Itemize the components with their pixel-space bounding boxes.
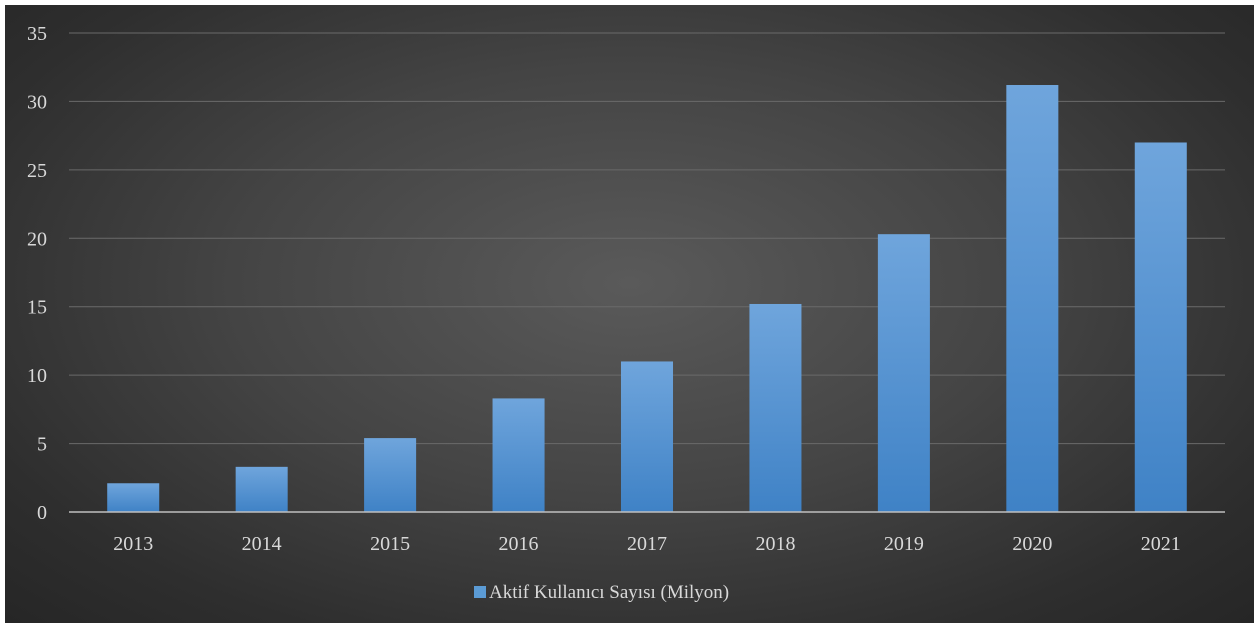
bar-2019 (877, 234, 930, 512)
y-tick-label: 10 (27, 365, 47, 387)
x-tick-label: 2017 (627, 533, 667, 555)
bars (107, 85, 1187, 513)
x-tick-label: 2014 (242, 533, 282, 555)
x-tick-label: 2021 (1141, 533, 1181, 555)
legend: Aktif Kullanıcı Sayısı (Milyon) (474, 582, 729, 603)
x-tick-label: 2020 (1012, 533, 1052, 555)
legend-swatch (474, 586, 486, 598)
bar-2017 (620, 361, 674, 512)
y-tick-label: 0 (37, 502, 47, 524)
y-tick-label: 20 (27, 228, 47, 250)
bar-2016 (492, 398, 545, 512)
legend-label: Aktif Kullanıcı Sayısı (Milyon) (489, 582, 729, 603)
x-tick-label: 2019 (884, 533, 924, 555)
bar-2013 (107, 483, 160, 512)
bar-2014 (235, 466, 288, 512)
y-tick-labels: 0 5 10 15 20 25 30 35 (27, 23, 47, 524)
y-tick-label: 25 (27, 160, 47, 182)
bar-2018 (749, 303, 802, 512)
y-tick-label: 15 (27, 297, 47, 319)
x-tick-label: 2013 (113, 533, 153, 555)
bar-2020 (1006, 85, 1059, 513)
chart-frame: 0 5 10 15 20 25 30 35 2013 2014 2015 2016 2017 2018 2… (5, 5, 1254, 623)
x-tick-label: 2018 (755, 533, 795, 555)
bar-2021 (1134, 142, 1187, 512)
x-tick-label: 2016 (499, 533, 539, 555)
x-tick-labels: 2013 2014 2015 2016 2017 2018 2019 2020 2021 (113, 533, 1181, 555)
x-tick-label: 2015 (370, 533, 410, 555)
y-tick-label: 35 (27, 23, 47, 45)
bar-2015 (364, 438, 417, 512)
y-tick-label: 5 (37, 434, 47, 456)
y-tick-label: 30 (27, 91, 47, 113)
gridlines (69, 32, 1225, 445)
